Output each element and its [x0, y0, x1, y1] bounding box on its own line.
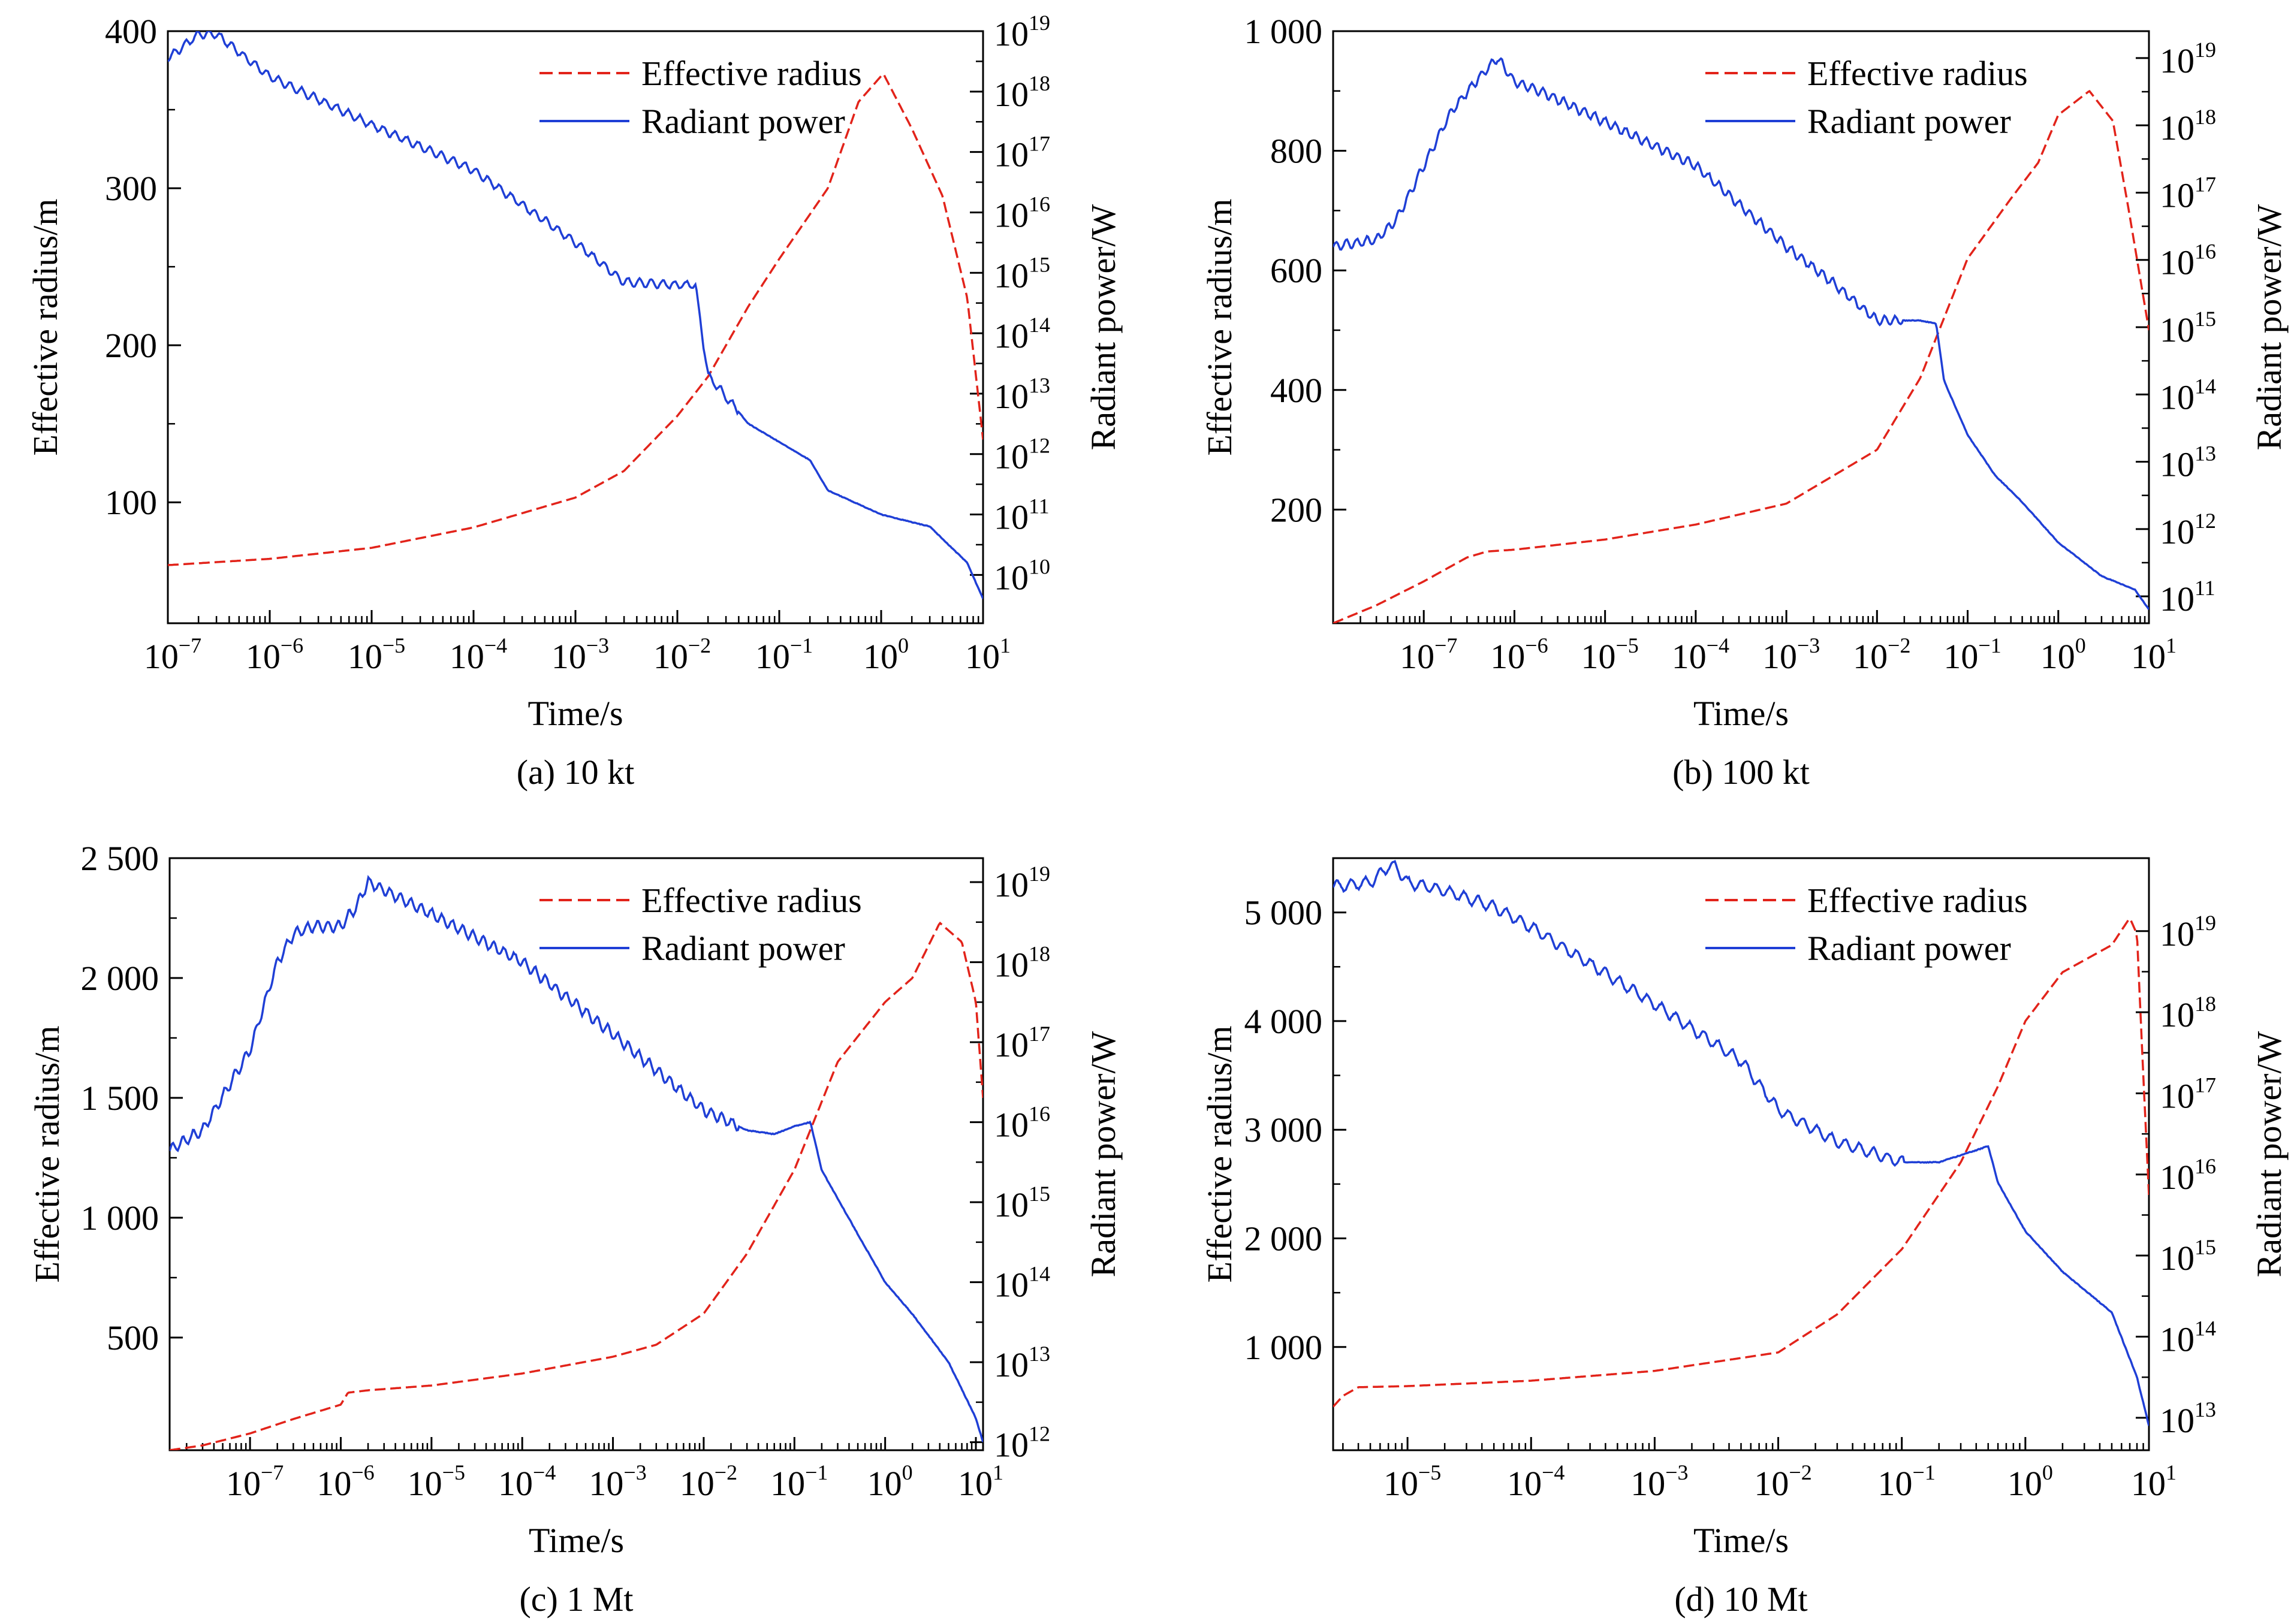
panel-c: 10−7 10−6 10−5 10−4 10−3 10−2 10−1 100 1012 5002… [28, 839, 1123, 1619]
y-left-tick-label: 1 000 [1244, 1328, 1323, 1367]
legend-label-radiant-power: Radiant power [1807, 102, 2011, 141]
y-left-tick-label: 800 [1270, 132, 1322, 171]
y-left-tick-label: 4 000 [1244, 1002, 1323, 1041]
y-right-axis-label: Radiant power/W [1084, 204, 1123, 450]
x-axis-label: Time/s [529, 1521, 624, 1560]
y-left-tick-label: 2 000 [81, 959, 159, 998]
y-right-axis-label: Radiant power/W [2250, 204, 2289, 450]
x-tick-label: 10−5 [408, 1460, 465, 1503]
x-tick-label: 101 [2131, 1460, 2177, 1503]
legend-label-radiant-power: Radiant power [641, 102, 845, 141]
legend-label-effective-radius: Effective radius [641, 881, 862, 920]
series-effective-radius [170, 921, 983, 1450]
x-tick-label: 10−1 [755, 633, 813, 676]
panel-caption: (b) 100 kt [1672, 753, 1810, 792]
y-left-tick-label: 600 [1270, 251, 1322, 290]
y-left-tick-label: 400 [105, 12, 157, 51]
y-left-tick-label: 2 500 [81, 839, 159, 878]
legend-label-effective-radius: Effective radius [1807, 54, 2028, 93]
y-left-tick-label: 1 000 [81, 1199, 159, 1237]
x-tick-label: 10−4 [498, 1460, 556, 1503]
x-axis-label: Time/s [1693, 694, 1789, 733]
y-left-tick-label: 1 500 [81, 1079, 159, 1118]
x-axis-label: Time/s [527, 694, 623, 733]
y-right-tick-label: 1018 [994, 71, 1050, 114]
series-radiant-power [1333, 859, 2149, 1426]
series-radiant-power [168, 31, 983, 599]
legend-label-radiant-power: Radiant power [1807, 929, 2011, 968]
panel-caption: (d) 10 Mt [1674, 1580, 1807, 1619]
y-right-axis-label: Radiant power/W [1084, 1031, 1123, 1277]
x-tick-label: 10−3 [551, 633, 609, 676]
y-left-axis-label: Effective radius/m [26, 199, 65, 456]
y-left-axis-label: Effective radius/m [1200, 1026, 1239, 1283]
y-right-tick-label: 1010 [994, 554, 1050, 597]
y-left-tick-label: 500 [107, 1318, 159, 1357]
legend-label-effective-radius: Effective radius [641, 54, 862, 93]
legend-label-effective-radius: Effective radius [1807, 881, 2028, 920]
y-left-tick-label: 1 000 [1244, 12, 1323, 51]
y-left-tick-label: 3 000 [1244, 1110, 1323, 1149]
y-right-axis-label: Radiant power/W [2250, 1031, 2289, 1277]
x-axis-label: Time/s [1693, 1521, 1789, 1560]
y-left-tick-label: 200 [1270, 490, 1322, 529]
panel-caption: (c) 1 Mt [519, 1580, 633, 1619]
series-effective-radius [168, 73, 983, 566]
y-left-tick-label: 200 [105, 326, 157, 365]
y-left-axis-label: Effective radius/m [1200, 199, 1239, 456]
x-tick-label: 10−3 [1630, 1460, 1688, 1503]
y-left-tick-label: 400 [1270, 371, 1322, 410]
x-tick-label: 10−6 [1490, 633, 1548, 676]
series-effective-radius [1333, 90, 2149, 623]
panel-caption: (a) 10 kt [517, 753, 635, 792]
series-effective-radius [1333, 917, 2149, 1408]
y-right-tick-label: 1012 [994, 1422, 1050, 1465]
y-left-tick-label: 100 [105, 483, 157, 522]
y-left-tick-label: 2 000 [1244, 1219, 1323, 1258]
series-radiant-power [1333, 57, 2149, 611]
panel-b: 10−7 10−6 10−5 10−4 10−3 10−2 10−1 100 1011 0008… [1200, 12, 2289, 792]
series-radiant-power [170, 874, 983, 1442]
x-tick-label: 100 [2040, 633, 2086, 676]
y-right-tick-label: 1018 [994, 942, 1050, 985]
x-tick-label: 10−1 [1943, 633, 2001, 676]
y-left-tick-label: 5 000 [1244, 893, 1323, 932]
x-tick-label: 10−6 [246, 633, 303, 676]
y-left-tick-label: 300 [105, 169, 157, 208]
y-right-tick-label: 1012 [2160, 509, 2216, 551]
legend-label-radiant-power: Radiant power [641, 929, 845, 968]
y-left-axis-label: Effective radius/m [28, 1026, 67, 1283]
